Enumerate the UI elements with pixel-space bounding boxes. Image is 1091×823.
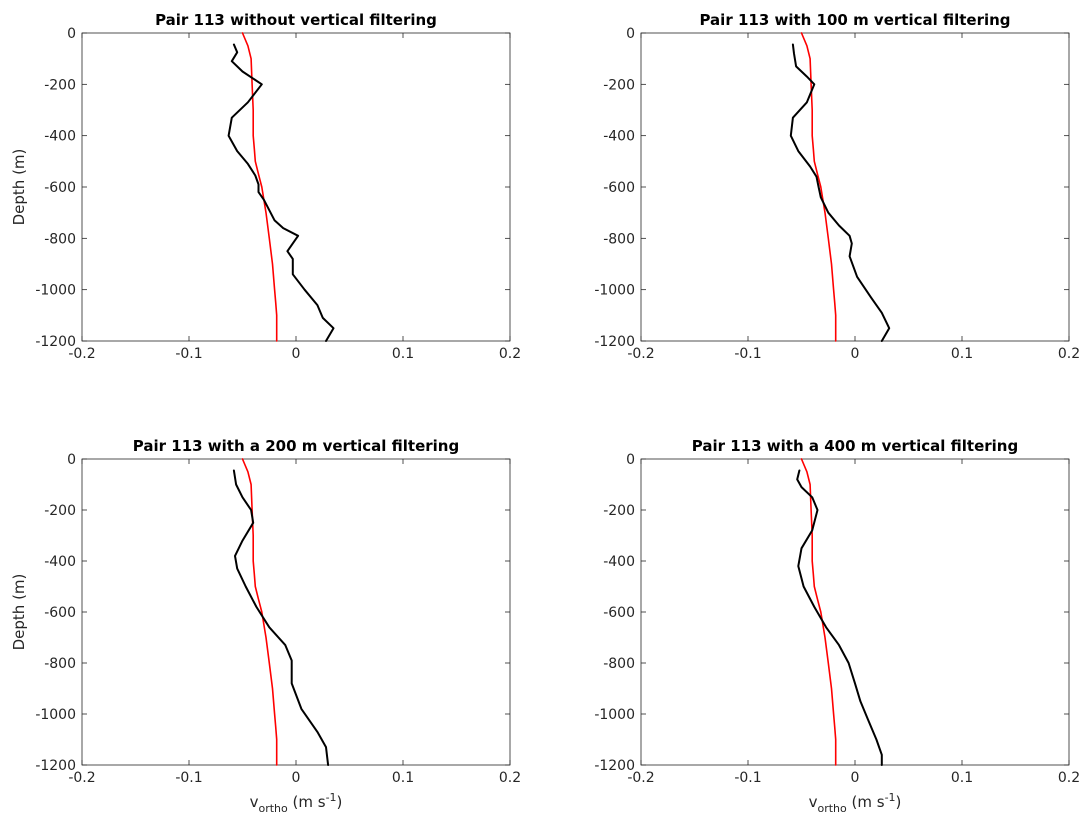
axes-frame xyxy=(81,458,511,766)
x-tick-label: 0.2 xyxy=(1058,346,1080,362)
subplot-1: -0.2 -0.1 0 0.1 0.2 0 -200 -400 -600 -800 -1000 -12… xyxy=(10,11,521,362)
x-tick-label: 0 xyxy=(851,770,860,786)
red-profile-line xyxy=(800,458,837,766)
y-tick-label: -400 xyxy=(603,554,635,570)
black-profile-line xyxy=(796,469,883,766)
y-tick-label: -200 xyxy=(44,77,76,93)
x-tick-label: -0.2 xyxy=(68,346,95,362)
y-tick-label: 0 xyxy=(67,26,76,42)
axes-frame xyxy=(81,32,511,342)
y-tick-label: 0 xyxy=(67,452,76,468)
x-tick-label: 0.1 xyxy=(951,770,973,786)
y-tick-label: -600 xyxy=(603,180,635,196)
x-tick-label: 0.2 xyxy=(1058,770,1080,786)
y-tick-label: -800 xyxy=(603,231,635,247)
x-tick-label: -0.2 xyxy=(68,770,95,786)
x-tick-label: 0 xyxy=(292,346,301,362)
y-tick-label: -1000 xyxy=(35,283,76,299)
y-tick-label: -600 xyxy=(44,605,76,621)
x-tick-label: -0.2 xyxy=(627,346,654,362)
y-tick-label: 0 xyxy=(626,452,635,468)
x-axis-label: vortho (m s-1) xyxy=(809,791,902,815)
y-tick-label: -400 xyxy=(44,554,76,570)
x-tick-label: 0 xyxy=(851,346,860,362)
y-tick-label: -200 xyxy=(44,503,76,519)
x-tick-label: -0.1 xyxy=(734,346,761,362)
y-tick-label: -400 xyxy=(603,129,635,145)
x-tick-label: 0.1 xyxy=(392,346,414,362)
y-axis-label: Depth (m) xyxy=(10,149,28,226)
y-tick-label: -1000 xyxy=(594,283,635,299)
black-profile-line xyxy=(789,43,891,342)
y-tick-label: -1000 xyxy=(35,707,76,723)
x-axis-label: vortho (m s-1) xyxy=(250,791,343,815)
subplot-title: Pair 113 with 100 m vertical filtering xyxy=(699,11,1010,29)
subplot-title: Pair 113 with a 400 m vertical filtering xyxy=(692,437,1018,455)
x-tick-label: -0.1 xyxy=(175,346,202,362)
subplot-title: Pair 113 with a 200 m vertical filtering xyxy=(133,437,459,455)
y-axis-label: Depth (m) xyxy=(10,574,28,651)
y-tick-label: -1000 xyxy=(594,707,635,723)
x-tick-label: 0 xyxy=(292,770,301,786)
y-tick-label: -400 xyxy=(44,129,76,145)
y-tick-label: 0 xyxy=(626,26,635,42)
axes-frame xyxy=(640,458,1070,766)
subplot-4: -0.2 -0.1 0 0.1 0.2 0 -200 -400 -600 -800 -1000 -12… xyxy=(594,437,1080,815)
x-tick-label: 0.1 xyxy=(392,770,414,786)
x-tick-label: 0.2 xyxy=(499,770,521,786)
black-profile-line xyxy=(232,469,330,766)
y-tick-label: -200 xyxy=(603,77,635,93)
y-tick-label: -800 xyxy=(603,656,635,672)
x-tick-label: -0.1 xyxy=(734,770,761,786)
red-profile-line xyxy=(800,32,837,342)
black-profile-line xyxy=(227,43,335,342)
y-tick-label: -800 xyxy=(44,656,76,672)
x-tick-label: 0.2 xyxy=(499,346,521,362)
y-tick-label: -600 xyxy=(44,180,76,196)
x-tick-label: -0.2 xyxy=(627,770,654,786)
subplot-2: -0.2 -0.1 0 0.1 0.2 0 -200 -400 -600 -800 -1000 -12… xyxy=(594,11,1080,362)
y-tick-label: -600 xyxy=(603,605,635,621)
y-tick-label: -1200 xyxy=(594,334,635,350)
axes-frame xyxy=(640,32,1070,342)
y-tick-label: -1200 xyxy=(594,758,635,774)
x-tick-label: 0.1 xyxy=(951,346,973,362)
y-tick-label: -800 xyxy=(44,231,76,247)
x-tick-label: -0.1 xyxy=(175,770,202,786)
y-tick-label: -1200 xyxy=(35,758,76,774)
red-profile-line xyxy=(241,32,278,342)
y-tick-label: -200 xyxy=(603,503,635,519)
subplot-title: Pair 113 without vertical filtering xyxy=(155,11,437,29)
y-tick-label: -1200 xyxy=(35,334,76,350)
subplot-3: -0.2 -0.1 0 0.1 0.2 0 -200 -400 -600 -800 -1000 -12… xyxy=(10,437,521,815)
